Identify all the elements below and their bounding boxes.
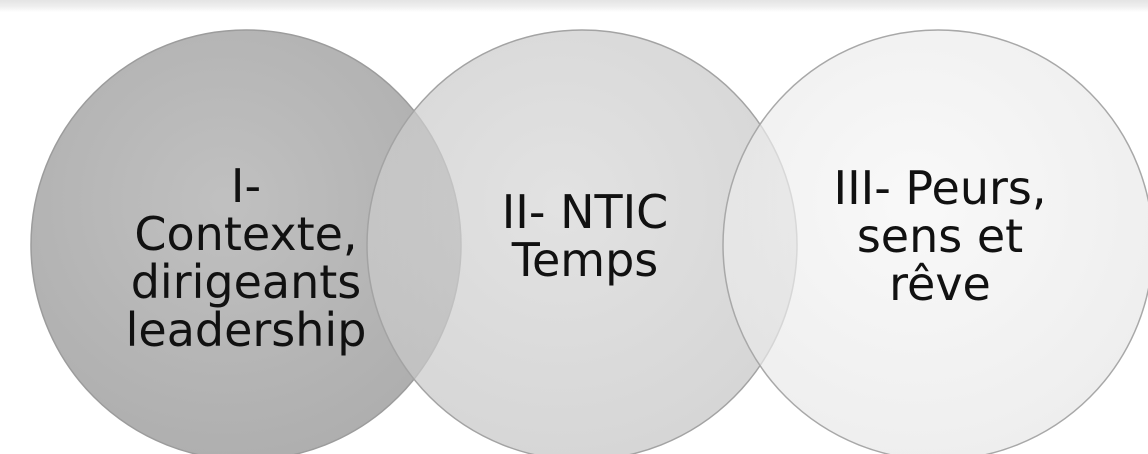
- circle-3-line-1: III- Peurs,: [833, 161, 1047, 215]
- circle-2-label: II- NTIC Temps: [455, 188, 715, 284]
- circle-2-line-1: II- NTIC: [501, 185, 669, 239]
- circle-3: [722, 29, 1148, 454]
- circle-1-label: I- Contexte, dirigeants leadership: [106, 162, 386, 354]
- circle-1-line-2: Contexte,: [134, 207, 358, 261]
- circle-3-label: III- Peurs, sens et rêve: [790, 164, 1090, 308]
- circle-3-line-3: rêve: [889, 257, 991, 311]
- circle-2-line-2: Temps: [511, 233, 659, 287]
- top-band: [0, 0, 1148, 12]
- circle-1-line-4: leadership: [125, 303, 367, 357]
- circle-3-line-2: sens et: [856, 209, 1024, 263]
- circle-1-line-3: dirigeants: [130, 255, 362, 309]
- circle-1-line-1: I-: [230, 159, 262, 213]
